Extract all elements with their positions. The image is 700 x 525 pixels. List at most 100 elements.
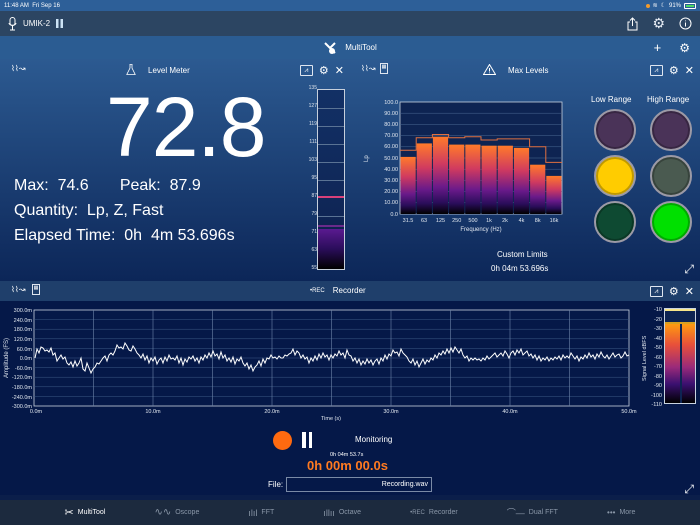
max-label: Max: — [14, 177, 49, 194]
elapsed-value: 0h 4m 53.696s — [124, 227, 235, 244]
svg-text:0.0m: 0.0m — [30, 409, 43, 415]
scale-label: 71 — [311, 229, 317, 235]
svg-text:8k: 8k — [535, 218, 541, 224]
svg-text:30.00: 30.00 — [384, 178, 398, 184]
device-settings-icon[interactable]: ⚙ — [652, 15, 665, 31]
report-icon[interactable]: ▦ — [32, 284, 40, 295]
settings-icon[interactable]: ⚙ — [318, 65, 329, 77]
microphone-icon[interactable] — [8, 16, 17, 31]
graph-icon[interactable]: ⩘ — [299, 65, 313, 76]
level-tick: -10 — [654, 307, 662, 313]
tab-label: More — [619, 509, 636, 516]
level-tick: -50 — [654, 345, 662, 351]
level-tick: -80 — [654, 373, 662, 380]
level-value: 72.8 — [106, 80, 266, 174]
svg-text:20.0m: 20.0m — [264, 409, 280, 415]
device-bar: UMIK-2 ⚙ — [0, 11, 700, 36]
svg-text:0.0: 0.0 — [390, 212, 398, 218]
more-icon: ••• — [607, 508, 616, 517]
device-name[interactable]: UMIK-2 — [23, 19, 51, 28]
multitool-settings-icon[interactable]: ⚙ — [679, 40, 690, 55]
low-range-light-top — [594, 109, 636, 151]
scale-label: 111 — [309, 139, 317, 145]
quantity-value: Lp, Z, Fast — [86, 202, 164, 219]
svg-text:Amplitude (FS): Amplitude (FS) — [4, 338, 10, 378]
svg-text:60.0m: 60.0m — [17, 347, 33, 353]
waveform-icon[interactable]: ⌇⌇↝ — [361, 64, 376, 73]
tab-octave[interactable]: ıllıı Octave — [323, 508, 361, 518]
settings-icon[interactable]: ⚙ — [668, 286, 679, 298]
tab-recorder[interactable]: •REC Recorder — [410, 509, 458, 516]
file-label: File: — [268, 480, 284, 489]
svg-text:16k: 16k — [550, 218, 559, 224]
close-icon[interactable]: ✕ — [684, 286, 694, 298]
record-button[interactable] — [273, 431, 292, 450]
svg-text:31.5: 31.5 — [403, 218, 414, 224]
scale-label: 127 — [308, 103, 317, 109]
recording-indicator-icon — [645, 3, 650, 8]
custom-limits-time: 0h 04m 53.696s — [491, 264, 549, 273]
app-title: MultiTool — [345, 43, 377, 52]
close-icon[interactable]: ✕ — [334, 65, 344, 77]
close-icon[interactable]: ✕ — [684, 65, 694, 77]
recorder-panel: ⌇⌇↝ ▦ •REC Recorder ⩘ ⚙ ✕ 300.0m 240.0m 18… — [0, 281, 700, 496]
octave-icon: ıllıı — [323, 507, 335, 518]
svg-text:40.0m: 40.0m — [502, 409, 518, 415]
pause-icon[interactable] — [56, 19, 64, 28]
tab-dual-fft[interactable]: ⌒— Dual FFT — [507, 506, 558, 519]
level-tick: -30 — [654, 326, 662, 332]
scale-label: 63 — [311, 247, 317, 253]
quantity-row: Quantity: Lp, Z, Fast — [14, 202, 163, 220]
multitool-icon — [323, 41, 337, 55]
share-icon[interactable] — [627, 16, 638, 31]
waveform-icon[interactable]: ⌇⌇↝ — [11, 285, 26, 294]
tab-multitool[interactable]: ✂ MultiTool — [65, 506, 106, 519]
svg-text:500: 500 — [468, 218, 477, 224]
scale-label: 119 — [309, 121, 317, 127]
svg-text:-180.0m: -180.0m — [12, 385, 33, 391]
level-tick: -90 — [654, 383, 662, 389]
elapsed-row: Elapsed Time: 0h 4m 53.696s — [14, 227, 235, 245]
recorder-title: Recorder — [332, 286, 366, 295]
tab-label: FFT — [261, 509, 275, 516]
wifi-icon: ≋ — [652, 3, 658, 9]
expand-icon[interactable]: ⤢ — [684, 262, 694, 276]
max-marker — [318, 225, 344, 227]
file-name-input[interactable]: Recording.wav — [286, 477, 432, 492]
max-value: 74.6 — [57, 177, 89, 194]
tab-oscope[interactable]: ∿∿ Oscope — [154, 507, 199, 518]
elapsed-small: 0h 04m 53.7s — [330, 452, 364, 458]
oscope-icon: ∿∿ — [154, 507, 172, 518]
tab-fft[interactable]: ılıl FFT — [248, 508, 274, 518]
quantity-label: Quantity: — [14, 202, 79, 219]
signal-level-bar — [664, 308, 696, 404]
settings-icon[interactable]: ⚙ — [668, 65, 679, 77]
scale-label: 135 — [308, 85, 317, 91]
report-icon[interactable]: ▦ — [380, 63, 388, 74]
high-range-light-bottom — [650, 201, 692, 243]
tab-bar: ✂ MultiTool ∿∿ Oscope ılıl FFT ıllıı Oct… — [0, 500, 700, 525]
svg-text:10.0m: 10.0m — [145, 409, 161, 415]
level-tick: -100 — [650, 392, 662, 399]
title-bar: MultiTool + ⚙ — [0, 36, 700, 59]
graph-icon[interactable]: ⩘ — [649, 286, 663, 297]
add-tool-button[interactable]: + — [653, 40, 662, 55]
waveform-chart[interactable]: 300.0m 240.0m 180.0m 120.0m 60.0m 0.0m -60.0m… — [0, 303, 640, 421]
svg-text:Lp: Lp — [364, 155, 370, 162]
expand-icon[interactable]: ⤢ — [684, 482, 694, 496]
info-icon[interactable] — [679, 17, 692, 30]
pause-button[interactable] — [302, 432, 312, 448]
svg-text:30.0m: 30.0m — [383, 409, 399, 415]
tab-label: MultiTool — [77, 509, 106, 516]
max-levels-header: ⌇⌇↝ ▦ Max Levels ⩘ ⚙ ✕ — [350, 59, 700, 81]
svg-text:-300.0m: -300.0m — [12, 404, 33, 410]
graph-icon[interactable]: ⩘ — [649, 65, 663, 76]
svg-text:Frequency (Hz): Frequency (Hz) — [460, 227, 501, 233]
svg-text:60.00: 60.00 — [384, 144, 398, 150]
recorder-status: Monitoring — [355, 435, 393, 444]
tab-more[interactable]: ••• More — [607, 508, 635, 517]
waveform-icon[interactable]: ⌇⌇↝ — [11, 64, 26, 73]
level-tick: -20 — [654, 316, 662, 323]
warning-icon — [482, 63, 497, 77]
scale-label: 87 — [311, 193, 317, 199]
